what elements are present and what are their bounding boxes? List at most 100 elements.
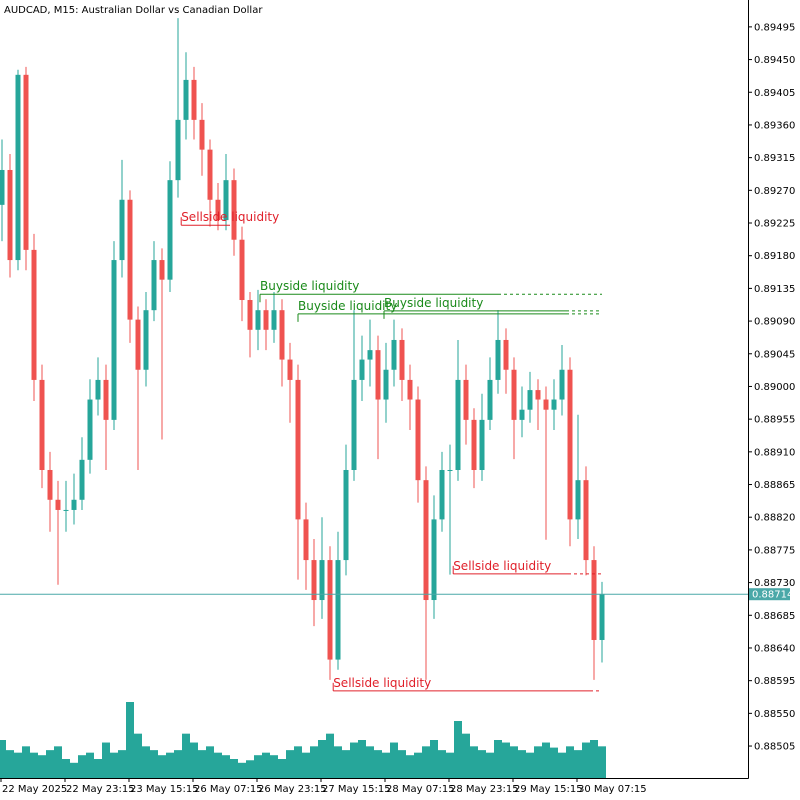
candle-body: [47, 469, 53, 500]
volume-bar: [350, 742, 358, 778]
volume-bar: [470, 746, 478, 778]
candle-body: [375, 350, 381, 400]
volume-bar: [582, 742, 590, 778]
candle-body: [303, 519, 309, 561]
candle-body: [383, 369, 389, 400]
volume-bar: [382, 752, 390, 778]
candle-body: [71, 499, 77, 510]
volume-bar: [70, 762, 78, 778]
candle-body: [575, 480, 581, 520]
volume-bar: [46, 750, 54, 778]
y-tick-label: 0.88730: [754, 578, 795, 589]
volume-bar: [142, 746, 150, 778]
volume-bar: [94, 759, 102, 778]
x-tick-label: 23 May 15:15: [130, 784, 199, 795]
volume-bar: [518, 750, 526, 778]
candle-body: [391, 339, 397, 370]
volume-bar: [150, 750, 158, 778]
volume-bar: [270, 755, 278, 778]
candle-body: [535, 390, 541, 400]
candle-body: [551, 399, 557, 410]
volume-bar: [510, 746, 518, 778]
y-tick-label: 0.88505: [754, 742, 795, 753]
candle-body: [471, 419, 477, 470]
candle-body: [287, 359, 293, 380]
candle-body: [31, 249, 37, 380]
candle-body: [207, 149, 213, 200]
volume-bar: [134, 733, 142, 778]
volume-bar: [222, 755, 230, 778]
volume-bar: [0, 740, 6, 778]
candle-body: [311, 560, 317, 601]
volume-bar: [6, 750, 14, 778]
candle-body: [0, 169, 5, 205]
volume-bar: [462, 733, 470, 778]
y-tick-label: 0.89360: [754, 120, 795, 131]
candle-body: [175, 119, 181, 181]
y-tick-label: 0.88865: [754, 480, 795, 491]
volume-bar: [62, 759, 70, 778]
candle-body: [583, 480, 589, 561]
volume-bar: [30, 752, 38, 778]
y-tick-label: 0.88775: [754, 545, 795, 556]
volume-bar: [534, 746, 542, 778]
x-tick-label: 28 May 07:15: [386, 784, 455, 795]
candle-body: [455, 379, 461, 470]
volume-bar: [478, 750, 486, 778]
liquidity-label: Sellside liquidity: [333, 676, 431, 690]
volume-bar: [302, 752, 310, 778]
volume-bar: [86, 752, 94, 778]
candle-body: [351, 379, 357, 470]
candle-body: [399, 339, 405, 380]
liquidity-label: Sellside liquidity: [181, 210, 279, 224]
x-tick-label: 22 May 23:15: [66, 784, 135, 795]
volume-bar: [206, 746, 214, 778]
volume-bar: [198, 750, 206, 778]
candle-body: [415, 399, 421, 481]
volume-bar: [174, 750, 182, 778]
candle-body: [7, 169, 13, 261]
volume-bar: [158, 755, 166, 778]
x-tick-label: 22 May 2025: [2, 784, 67, 795]
volume-bar: [406, 755, 414, 778]
y-tick-label: 0.88640: [754, 643, 795, 654]
volume-bar: [102, 742, 110, 778]
candle-body: [511, 369, 517, 420]
x-tick-label: 28 May 23:15: [450, 784, 519, 795]
volume-bar: [118, 750, 126, 778]
volume-bar: [278, 759, 286, 778]
candle-body: [335, 560, 341, 660]
candle-body: [591, 560, 597, 640]
y-tick-label: 0.89000: [754, 382, 795, 393]
candle-body: [39, 379, 45, 470]
x-tick-label: 30 May 07:15: [578, 784, 647, 795]
candle-body: [183, 79, 189, 120]
candle-body: [135, 319, 141, 370]
volume-bar: [22, 746, 30, 778]
last-price-box: [749, 588, 790, 601]
candle-body: [127, 199, 133, 320]
x-tick-label: 26 May 07:15: [194, 784, 263, 795]
volume-bar: [54, 746, 62, 778]
volume-bar: [502, 742, 510, 778]
candle-body: [87, 399, 93, 460]
volume-bar: [262, 752, 270, 778]
candle-body: [111, 260, 117, 420]
volume-bar: [126, 702, 134, 778]
candle-body: [263, 310, 269, 330]
candle-body: [159, 260, 165, 280]
y-tick-label: 0.89405: [754, 88, 795, 99]
candle-body: [143, 310, 149, 370]
candle-body: [527, 390, 533, 410]
y-tick-label: 0.89090: [754, 317, 795, 328]
volume-bar: [334, 746, 342, 778]
y-tick-label: 0.89495: [754, 22, 795, 33]
candle-body: [63, 509, 69, 511]
y-tick-label: 0.89315: [754, 153, 795, 164]
candle-body: [223, 180, 229, 221]
volume-bar: [230, 759, 238, 778]
candle-body: [423, 480, 429, 601]
y-tick-label: 0.88685: [754, 611, 795, 622]
liquidity-label: Buyside liquidity: [384, 296, 483, 310]
